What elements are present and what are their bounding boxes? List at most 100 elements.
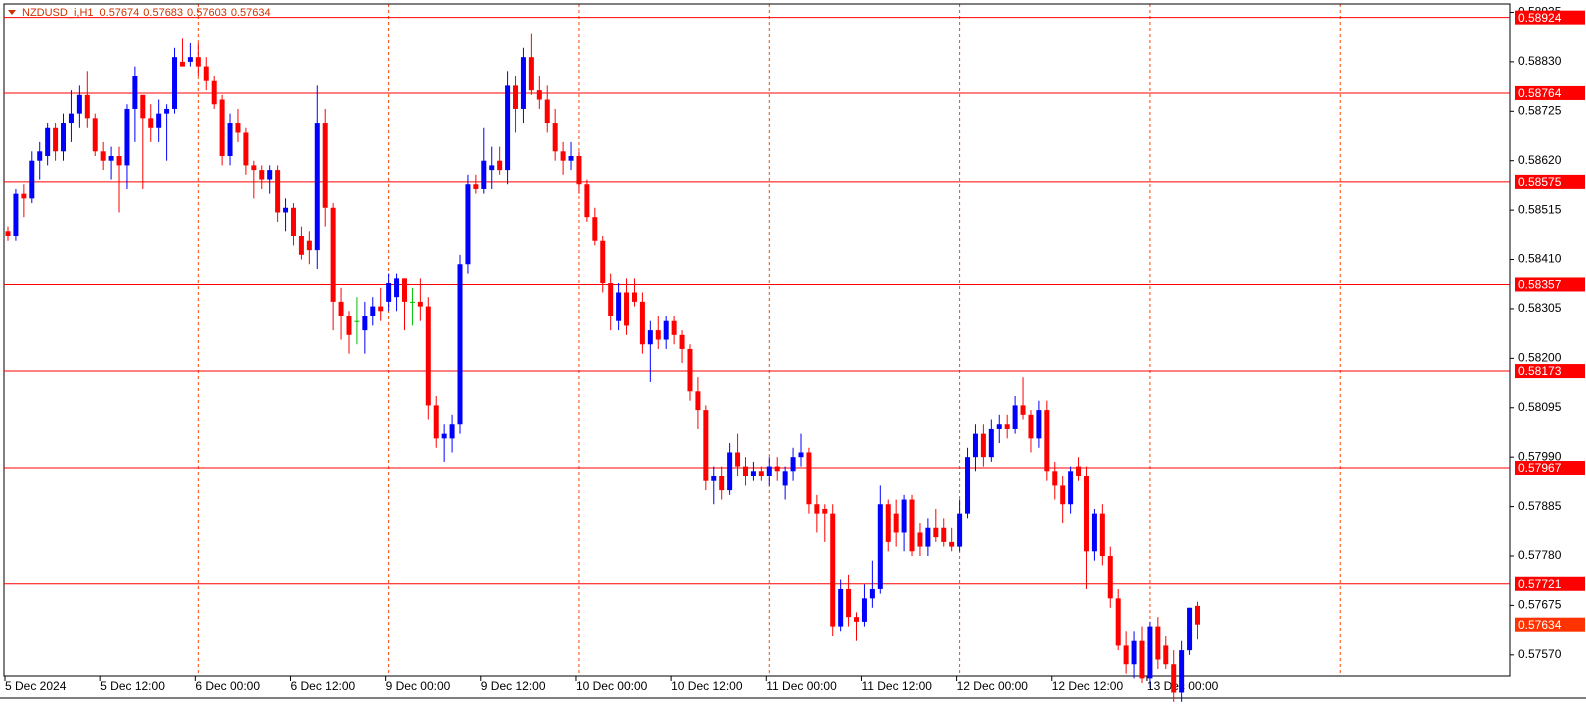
chart-header: NZDUSD_i,H1 0.57674 0.57683 0.57603 0.57634 (22, 7, 271, 19)
candle-body (5, 231, 11, 236)
candle-body (172, 57, 178, 109)
candle-body (584, 184, 590, 218)
candle-body (560, 151, 566, 161)
candle-body (243, 132, 249, 166)
candle-body (893, 513, 899, 533)
candle-body (290, 207, 296, 236)
candle-body (719, 476, 725, 491)
y-tick-label: 0.57570 (1518, 647, 1562, 661)
candle-body (61, 123, 67, 152)
candle-body (885, 504, 891, 542)
candle-body (616, 292, 622, 321)
candle-body (608, 283, 614, 316)
candle-body (481, 160, 487, 189)
y-tick-label: 0.58095 (1518, 400, 1562, 414)
x-tick-label: 6 Dec 12:00 (290, 679, 355, 693)
y-tick-label: 0.58620 (1518, 153, 1562, 167)
symbol: NZDUSD_i,H1 (22, 7, 94, 19)
candle-body (457, 264, 463, 425)
candle-body (846, 588, 852, 618)
candle-body (402, 278, 407, 302)
candle-body (647, 330, 653, 345)
candle-body (298, 236, 304, 255)
candle-body (179, 61, 185, 67)
candle-body (497, 160, 503, 171)
candle-body (505, 85, 511, 171)
candle-body (68, 113, 74, 124)
candle-body (639, 301, 645, 345)
candle-body (671, 320, 677, 335)
y-tick-label: 0.58200 (1518, 351, 1562, 365)
candle-body (877, 504, 883, 589)
candle-body (1028, 414, 1034, 439)
candle-body (513, 85, 519, 109)
candle-body (663, 320, 669, 340)
candle-body (235, 123, 241, 133)
candle-body (203, 66, 209, 81)
candle-body (1060, 485, 1066, 505)
candle-body (1044, 410, 1050, 472)
candle-body (227, 123, 233, 156)
candle-body (1036, 410, 1042, 439)
candle-body (766, 466, 772, 476)
x-tick-label: 9 Dec 00:00 (386, 679, 451, 693)
candle-body (727, 452, 733, 491)
candle-body (742, 466, 748, 476)
candle-body (1139, 640, 1145, 679)
candle-body (1099, 513, 1105, 556)
candle-body (1107, 556, 1113, 599)
candle-body (988, 428, 994, 458)
candle-body (600, 240, 606, 284)
candle-body (116, 156, 122, 166)
close: 0.57634 (231, 7, 271, 19)
candle-body (425, 306, 431, 406)
candle-body (465, 184, 471, 265)
candle-body (346, 316, 352, 335)
candle-body (338, 301, 344, 316)
candle-body (806, 452, 812, 505)
candle-body (965, 457, 971, 514)
x-tick-label: 5 Dec 2024 (5, 679, 67, 693)
candle-body (164, 108, 170, 114)
candle-body (1179, 650, 1185, 693)
candle-body (1163, 645, 1169, 665)
x-tick-label: 6 Dec 00:00 (195, 679, 260, 693)
y-tick-label: 0.58830 (1518, 54, 1562, 68)
candle-body (1187, 607, 1193, 651)
candle-body (1083, 476, 1089, 552)
candle-body (552, 123, 558, 152)
candle-body (750, 471, 756, 476)
candle-body (735, 452, 741, 467)
candle-body (774, 466, 780, 472)
candle-body (1131, 640, 1137, 665)
x-tick-label: 5 Dec 12:00 (100, 679, 165, 693)
candle-body (219, 99, 225, 156)
candle-body (1076, 466, 1082, 476)
candle-body (322, 123, 328, 208)
y-tick-label: 0.58410 (1518, 252, 1562, 266)
candle-body (449, 424, 455, 439)
candle-body (489, 165, 495, 171)
candle-body (394, 278, 400, 298)
level-tag (1515, 461, 1585, 475)
menu-arrow[interactable] (8, 10, 16, 15)
level-tag (1515, 277, 1585, 292)
candle-body (949, 541, 955, 547)
level-tag (1515, 174, 1585, 189)
candle-body (53, 127, 59, 152)
x-tick-label: 10 Dec 12:00 (671, 679, 743, 693)
candle-body (790, 457, 796, 472)
candle-body (370, 306, 376, 316)
candle-body (100, 151, 106, 161)
candle-body (362, 316, 368, 331)
candle-body (568, 156, 574, 161)
candle-body (1115, 598, 1121, 646)
candle-body (1171, 664, 1177, 693)
candle-body (140, 94, 146, 119)
candle-body (108, 156, 114, 161)
candle-body (1147, 626, 1153, 679)
candle-body (941, 527, 947, 542)
level-label: 0.58764 (1518, 86, 1562, 100)
candle-body (1004, 424, 1010, 429)
